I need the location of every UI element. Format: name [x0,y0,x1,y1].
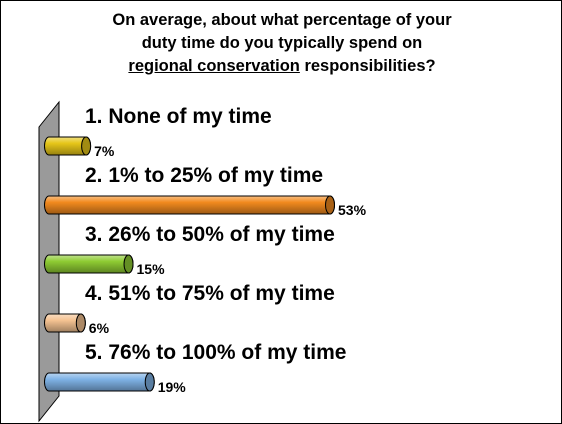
category-label: 5. 76% to 100% of my time [85,341,346,364]
value-label: 7% [94,143,115,159]
bar [44,372,155,392]
value-label: 19% [158,379,187,395]
question-line-2: duty time do you typically spend on [141,34,423,52]
question-title: On average, about what percentage of you… [7,9,557,78]
category-label: 4. 51% to 75% of my time [85,282,335,305]
question-line-1: On average, about what percentage of you… [112,11,452,29]
question-line-3: regional conservation responsibilities? [7,55,557,78]
bar [44,195,335,215]
question-line-3-rest: responsibilities? [299,57,436,75]
bar-end-cap [144,372,155,392]
category-label: 1. None of my time [85,105,272,128]
bar-end-cap [123,254,134,274]
bar-end-cap [325,195,335,215]
bar-end-cap [75,313,86,333]
value-label: 15% [137,261,166,277]
value-label: 53% [338,202,367,218]
bar [44,254,134,274]
question-underlined-phrase: regional conservation [128,57,300,75]
category-label: 3. 26% to 50% of my time [85,223,335,246]
bar-end-cap [81,136,92,156]
category-label: 2. 1% to 25% of my time [85,164,323,187]
value-label: 6% [89,320,110,336]
